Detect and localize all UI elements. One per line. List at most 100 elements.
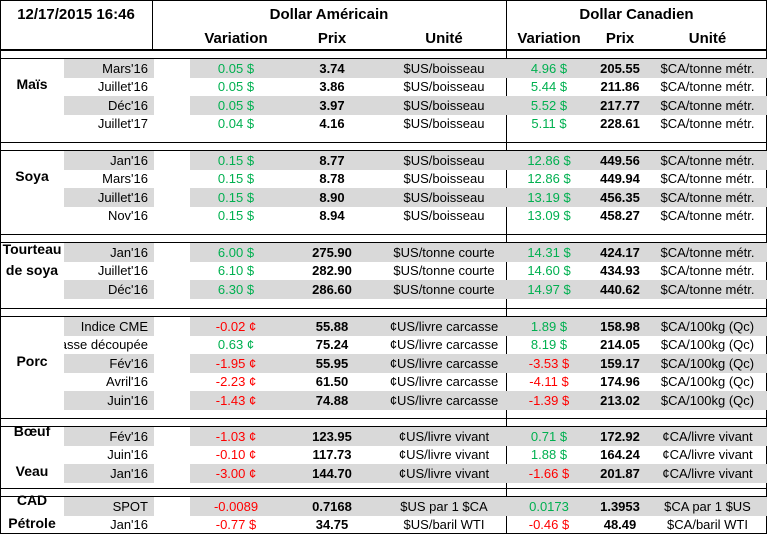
cad-variation-cell: 12.86 $ (527, 171, 571, 187)
usd-price-cell: 74.88 (282, 391, 382, 410)
usd-variation-cell: 0.05 $ (190, 59, 282, 78)
usd-variation-cell: 0.15 $ (190, 151, 282, 170)
usd-unit-cell: $US/baril WTI (403, 517, 485, 533)
cad-price-cell: 228.61 (600, 116, 640, 132)
usd-variation-cell: -3.00 ¢ (190, 464, 282, 483)
usd-variation-cell: 6.00 $ (190, 243, 282, 262)
cad-variation-cell: 0.71 $ (506, 427, 592, 446)
cad-price-cell: 201.87 (592, 464, 648, 483)
usd-unit-cell: ¢US/livre carcasse (389, 337, 499, 353)
cad-variation-cell: 12.86 $ (506, 151, 592, 170)
cad-price-cell: 217.77 (592, 96, 648, 115)
cad-price-cell: 440.62 (592, 280, 648, 299)
usd-price-cell: 8.90 (282, 188, 382, 207)
usd-unit-cell: $US/boisseau (382, 59, 506, 78)
contract-cell: Mars'16 (102, 171, 148, 187)
usd-price-cell: 55.88 (282, 317, 382, 336)
grid-line (152, 0, 153, 50)
group-label-tourteau: Tourteau (2, 241, 62, 257)
contract-cell: Juillet'16 (97, 79, 148, 95)
usd-price-cell: 3.86 (319, 79, 345, 95)
cad-variation-cell: -0.46 $ (528, 517, 570, 533)
usd-unite-header: Unité (425, 29, 463, 47)
usd-price-cell: 117.73 (312, 447, 352, 463)
cad-price-cell: 211.86 (600, 79, 640, 95)
usd-unit-cell: ¢US/livre carcasse (382, 354, 506, 373)
cad-price-cell: 164.24 (600, 447, 640, 463)
usd-price-cell: 8.77 (282, 151, 382, 170)
usd-unit-cell: ¢US/livre vivant (398, 447, 490, 463)
usd-variation-cell: 0.05 $ (190, 96, 282, 115)
usd-unit-cell: ¢US/livre carcasse (389, 374, 499, 390)
group-label-mais: Maïs (16, 76, 48, 92)
usd-price-cell: 282.90 (312, 263, 352, 279)
cad-variation-cell: 5.11 $ (531, 116, 567, 132)
cad-variation-cell: -3.53 $ (506, 354, 592, 373)
group-label-veau: Veau (15, 463, 49, 479)
grid-line (0, 58, 767, 59)
cad-variation-cell: 13.19 $ (506, 188, 592, 207)
contract-cell: Juin'16 (64, 391, 154, 410)
usd-unit-cell: ¢US/livre carcasse (382, 317, 506, 336)
cad-unit-cell: $CA/tonne métr. (648, 280, 767, 299)
grid-line (0, 242, 767, 243)
contract-cell: Juillet'17 (97, 116, 148, 132)
usd-variation-cell: 6.10 $ (217, 263, 255, 279)
usd-variation-cell: -1.43 ¢ (190, 391, 282, 410)
group-label-petrole: Pétrole (8, 515, 56, 531)
cad-unit-cell: $CA/baril WTI (667, 517, 748, 533)
usd-price-cell: 3.74 (282, 59, 382, 78)
cad-variation-header: Variation (517, 29, 581, 47)
cad-price-cell: 213.02 (592, 391, 648, 410)
cad-price-cell: 214.05 (600, 337, 640, 353)
cad-unit-cell: $CA/tonne métr. (660, 116, 755, 132)
usd-variation-cell: -2.23 ¢ (215, 374, 257, 390)
cad-variation-cell: 5.44 $ (530, 79, 568, 95)
grid-line (0, 150, 767, 151)
cad-variation-cell: 14.31 $ (506, 243, 592, 262)
cad-unit-cell: $CA/100kg (Qc) (648, 391, 767, 410)
cad-unit-cell: $CA/tonne métr. (660, 263, 755, 279)
usd-prix-header: Prix (317, 29, 347, 47)
cad-unit-cell: $CA/tonne métr. (648, 243, 767, 262)
usd-unit-cell: ¢US/livre vivant (382, 427, 506, 446)
usd-variation-cell: 0.15 $ (217, 208, 255, 224)
grid-line (0, 496, 767, 497)
cad-variation-cell: 5.52 $ (506, 96, 592, 115)
cad-price-cell: 1.3953 (592, 497, 648, 516)
usd-price-cell: 144.70 (282, 464, 382, 483)
usd-price-cell: 0.7168 (282, 497, 382, 516)
cad-price-cell: 456.35 (592, 188, 648, 207)
cad-price-cell: 424.17 (592, 243, 648, 262)
cad-price-cell: 449.94 (600, 171, 640, 187)
usd-unit-cell: $US/tonne courte (382, 243, 506, 262)
grid-line (0, 533, 767, 534)
cad-price-cell: 458.27 (600, 208, 640, 224)
contract-cell: Jan'16 (110, 517, 148, 533)
grid-line (0, 426, 767, 427)
cad-variation-cell: 14.60 $ (527, 263, 571, 279)
usd-variation-cell: -1.95 ¢ (190, 354, 282, 373)
usd-variation-cell: -0.77 $ (215, 517, 257, 533)
contract-cell: Juillet'16 (64, 188, 154, 207)
usd-unit-cell: ¢US/livre carcasse (382, 391, 506, 410)
grid-line (0, 308, 767, 309)
group-label-cad: CAD (16, 492, 48, 508)
cad-variation-cell: -1.39 $ (506, 391, 592, 410)
usd-price-cell: 61.50 (315, 374, 349, 390)
usd-price-cell: 8.78 (319, 171, 345, 187)
usd-price-cell: 286.60 (282, 280, 382, 299)
usd-unit-cell: $US/boisseau (403, 171, 485, 187)
cad-variation-cell: -4.11 $ (529, 374, 569, 390)
cad-price-cell: 172.92 (592, 427, 648, 446)
contract-cell: Fév'16 (64, 427, 154, 446)
grid-line (0, 49, 767, 50)
grid-line (0, 234, 767, 235)
contract-cell: Avril'16 (106, 374, 148, 390)
grid-line (0, 50, 767, 51)
usd-variation-cell: -0.10 ¢ (215, 447, 257, 463)
usd-unit-cell: $US/tonne courte (393, 263, 495, 279)
cad-unit-cell: ¢CA/livre vivant (662, 447, 753, 463)
cad-unit-cell: ¢CA/livre vivant (648, 464, 767, 483)
